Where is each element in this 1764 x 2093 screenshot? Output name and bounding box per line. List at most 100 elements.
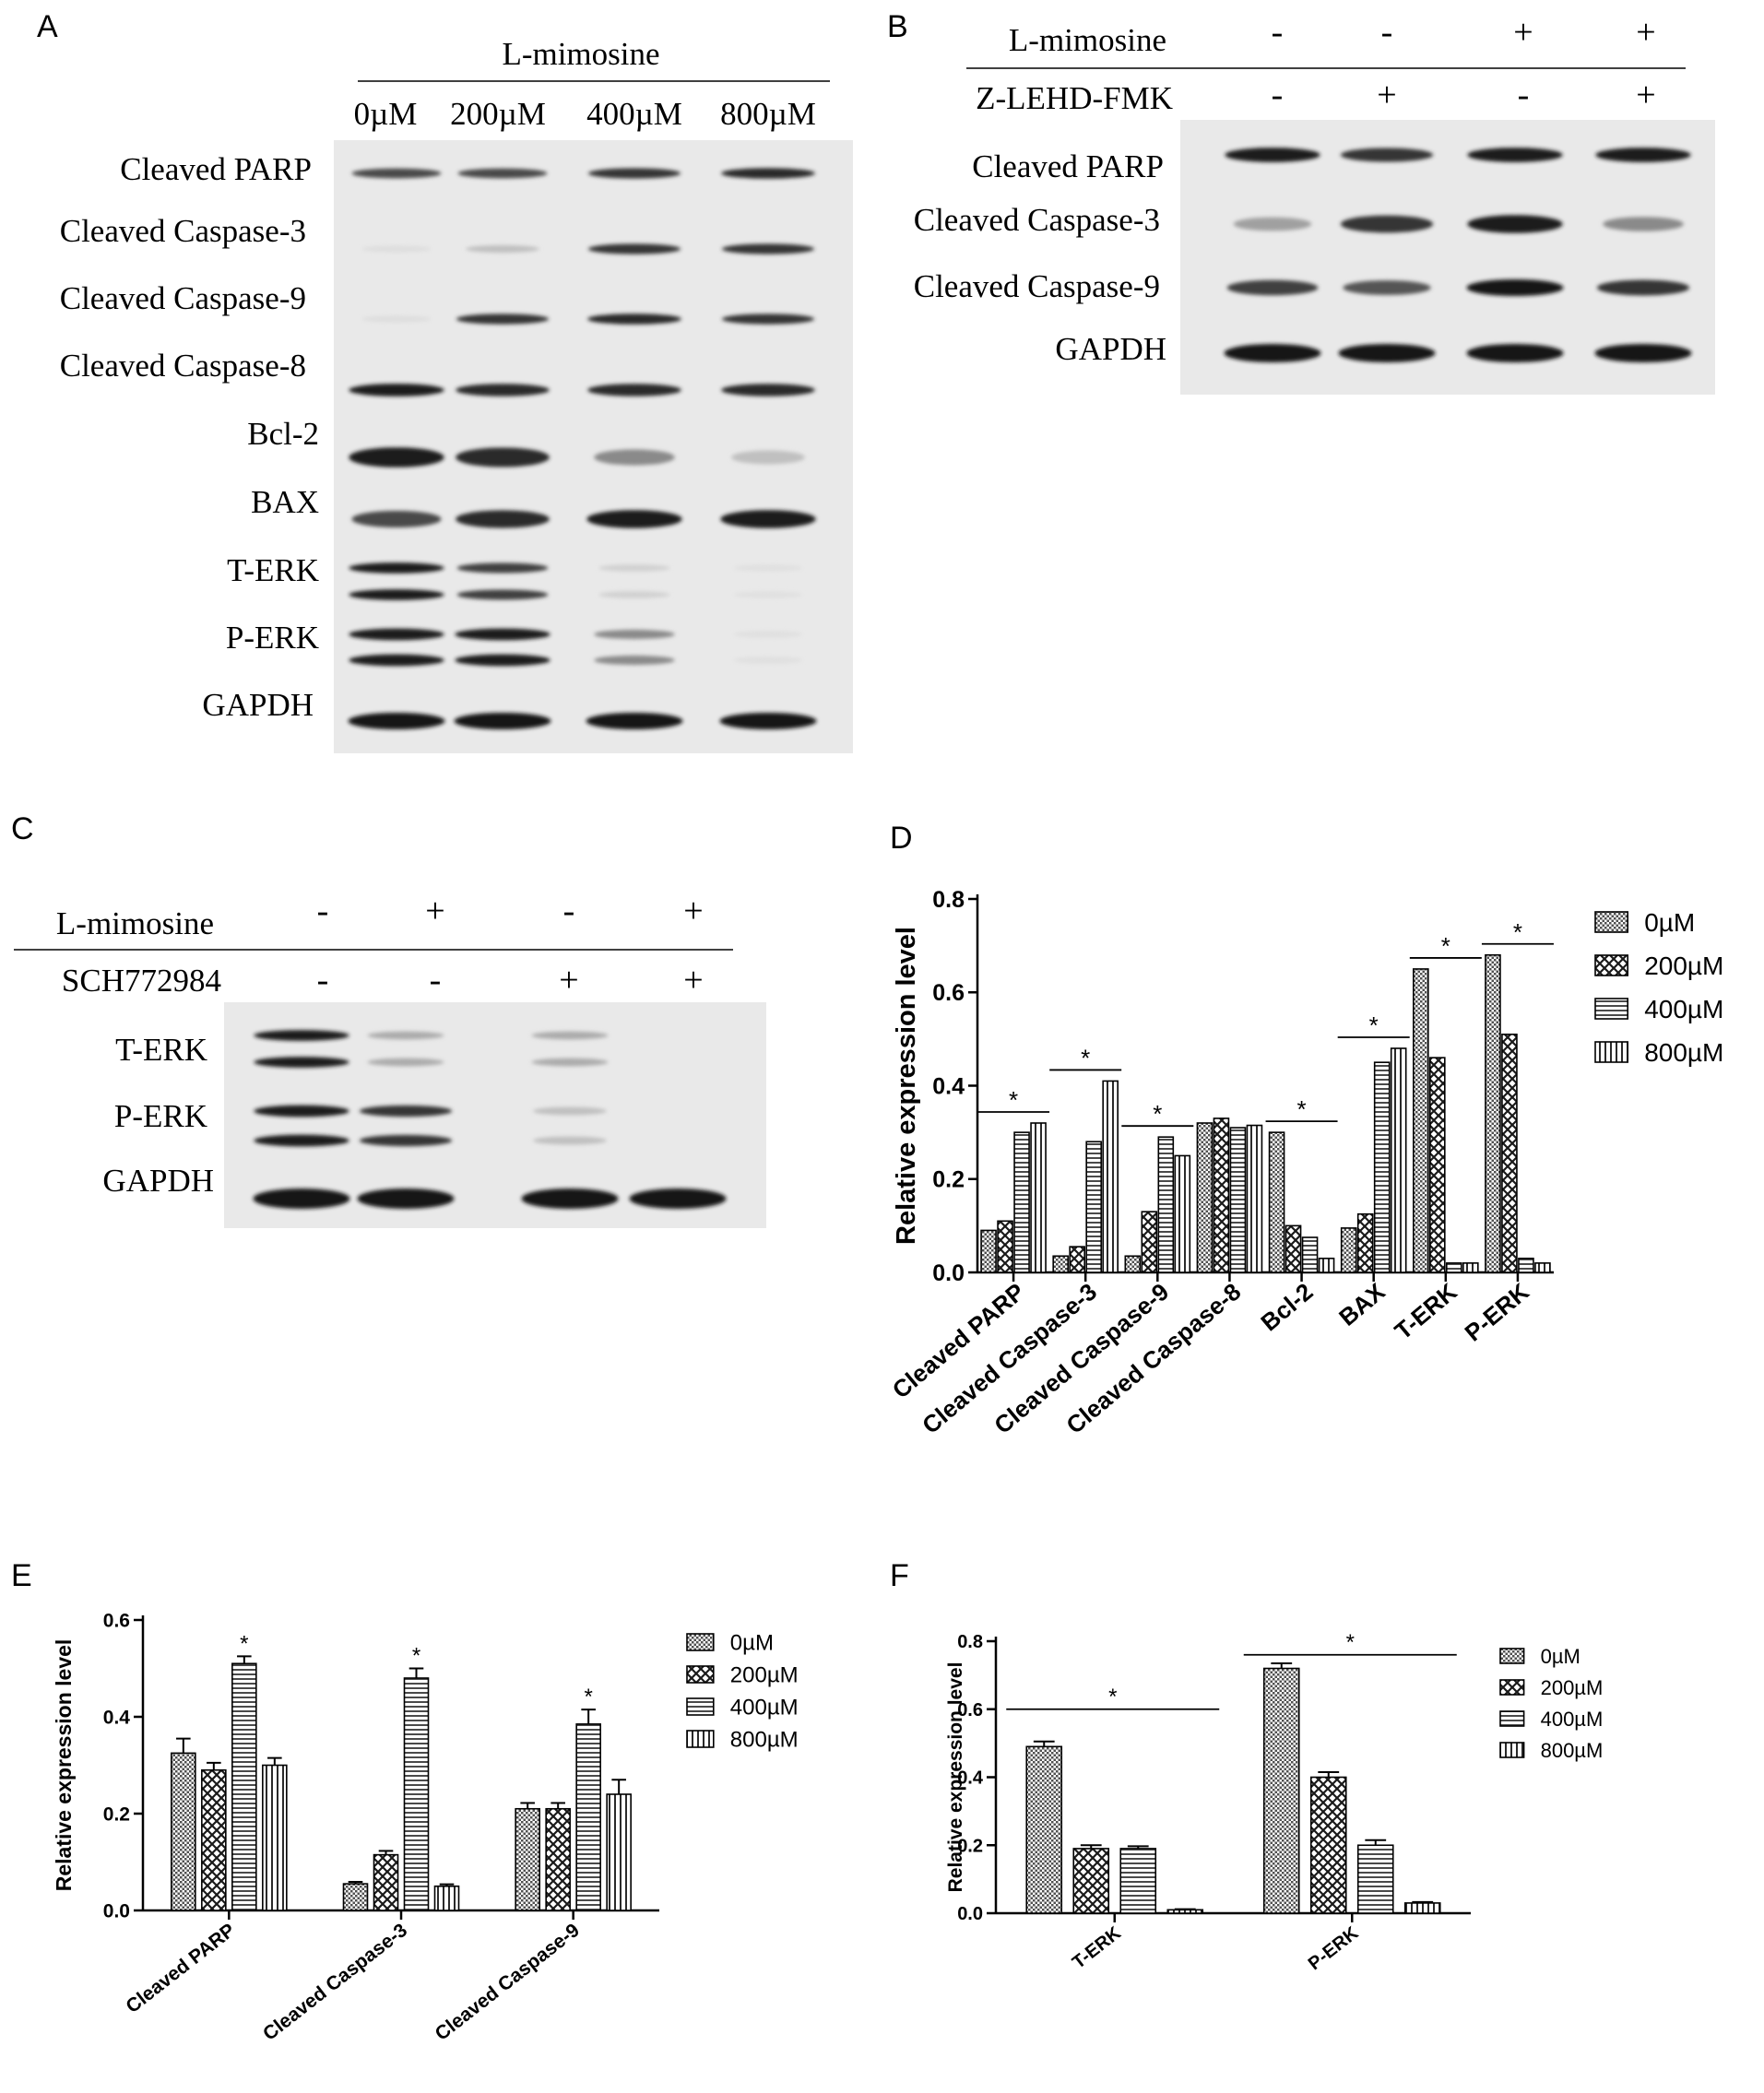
bar [1373, 1061, 1391, 1273]
sign-mark: + [683, 892, 703, 930]
significance-star: * [1297, 1095, 1307, 1123]
significance-star: * [240, 1631, 248, 1656]
panel-b-letter: B [887, 9, 908, 44]
sign-mark: + [683, 961, 703, 999]
blot-band [1467, 215, 1563, 233]
y-axis-label: Relative expression level [892, 927, 921, 1245]
significance-star: * [1346, 1630, 1355, 1655]
legend-swatch [686, 1665, 715, 1684]
legend-label: 200µM [1541, 1676, 1604, 1699]
bar [1030, 1122, 1047, 1273]
panel-e-letter: E [11, 1558, 32, 1593]
significance-star: * [412, 1644, 420, 1669]
bar [1085, 1141, 1102, 1273]
blot-band [456, 562, 549, 574]
panel-c-band-labels: T-ERK P-ERK GAPDH [102, 1032, 214, 1199]
bar [342, 1883, 369, 1911]
y-tick-label: 0.6 [957, 1700, 983, 1721]
significance-star: * [1369, 1011, 1379, 1039]
panel-b-signs: - - + + - + - + [1272, 13, 1656, 114]
panel-c: C L-mimosine SCH772984 - + - + - - + + T-ERK P-… [11, 811, 766, 1228]
bar [1025, 1745, 1063, 1914]
blot-band [586, 510, 682, 528]
bar [201, 1768, 227, 1911]
bar [1013, 1131, 1030, 1273]
y-tick-label: 0.2 [957, 1836, 983, 1856]
blot-band [1338, 344, 1436, 362]
blot-band [359, 1134, 453, 1147]
significance-star: * [1513, 918, 1522, 946]
blot-band [349, 654, 444, 667]
legend-swatch [1594, 954, 1629, 976]
bar [1301, 1236, 1319, 1273]
band-label: Cleaved Caspase-8 [60, 348, 306, 384]
blot-band [1340, 215, 1434, 233]
bar [1268, 1131, 1285, 1273]
blot-band [598, 591, 670, 598]
significance-star: * [1009, 1086, 1018, 1114]
blot-band [733, 656, 803, 665]
legend-label: 200µM [1644, 952, 1723, 980]
y-axis-label: Relative expression level [945, 1662, 966, 1893]
blot-band [455, 628, 551, 641]
bar [1340, 1227, 1357, 1273]
band-label: Cleaved Caspase-3 [60, 213, 306, 249]
legend-swatch [686, 1633, 715, 1651]
blot-band [367, 1031, 444, 1040]
y-tick-label: 0.4 [957, 1768, 984, 1789]
band-label: Bcl-2 [247, 416, 319, 452]
blot-band [1226, 279, 1319, 296]
blot-band [361, 245, 432, 253]
bar [997, 1220, 1013, 1273]
lane-label: 0µM [354, 96, 418, 132]
bar [1462, 1262, 1479, 1273]
lane-label: 200µM [450, 96, 546, 132]
sign-mark: + [1513, 13, 1533, 52]
bar [515, 1807, 540, 1911]
band-label: P-ERK [114, 1098, 207, 1134]
significance-star: * [1153, 1100, 1162, 1128]
blot-band [720, 510, 816, 528]
panel-a-bands [348, 168, 817, 729]
bar [1356, 1844, 1394, 1914]
bar [575, 1723, 601, 1911]
blot-band [1340, 148, 1434, 162]
blot-band [1603, 217, 1684, 231]
category-label: Bcl-2 [1255, 1278, 1318, 1337]
bar [1166, 1909, 1204, 1914]
category-label: T-ERK [1069, 1922, 1125, 1973]
panel-c-bands [253, 1030, 727, 1209]
bar [1446, 1262, 1462, 1273]
sign-mark: - [1518, 76, 1530, 114]
chart-f: Relative expression level 0.0 0.2 0.4 0.6 0.8… [945, 1630, 1603, 1975]
blot-band [1233, 217, 1312, 231]
bar [1229, 1127, 1247, 1273]
bar [1246, 1124, 1263, 1273]
blot-band [349, 628, 444, 641]
blot-band [594, 449, 675, 466]
bar [403, 1677, 430, 1911]
panel-a-lane-labels: 0µM 200µM 400µM 800µM [354, 96, 816, 132]
blot-band [351, 511, 442, 527]
panel-a-blot [334, 140, 853, 753]
blot-band [456, 447, 550, 467]
panel-a: A L-mimosine 0µM 200µM 400µM 800µM Cleav… [37, 9, 853, 753]
panel-b-row-label: Z-LEHD-FMK [976, 80, 1173, 116]
lane-label: 800µM [720, 96, 816, 132]
blot-band [456, 589, 549, 600]
legend-swatch [1499, 1648, 1525, 1664]
bar [1141, 1211, 1158, 1273]
blot-band [1225, 148, 1320, 162]
panel-b-band-labels: Cleaved PARP Cleaved Caspase-3 Cleaved C… [914, 148, 1166, 367]
bar [1196, 1122, 1213, 1273]
bar [1262, 1667, 1300, 1914]
blot-band [351, 168, 442, 179]
blot-band [349, 562, 444, 574]
legend-label: 400µM [730, 1696, 799, 1721]
sign-mark: - [1272, 13, 1284, 52]
bar [171, 1752, 196, 1911]
bar [1413, 968, 1429, 1273]
y-tick-label: 0.8 [957, 1632, 983, 1652]
blot-band [533, 1136, 607, 1145]
blot-band [719, 713, 817, 729]
